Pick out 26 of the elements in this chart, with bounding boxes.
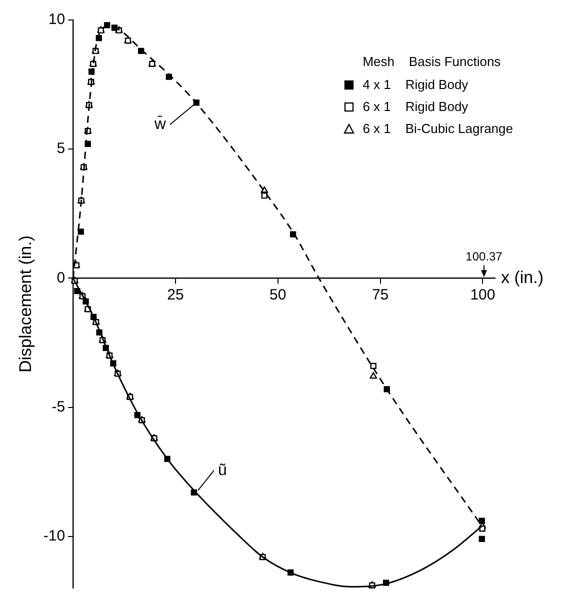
point xyxy=(111,24,118,31)
y-tick-label: -10 xyxy=(43,528,66,545)
point xyxy=(370,362,376,370)
x-tick-label: 75 xyxy=(372,286,389,304)
point xyxy=(78,228,84,235)
y-tick-label: -5 xyxy=(52,398,66,416)
y-tick-label: 0 xyxy=(56,269,66,286)
point xyxy=(290,231,296,238)
x-tick-label: 25 xyxy=(167,286,184,304)
y-axis-title: Displacement (in.) xyxy=(16,236,35,372)
legend-title: Mesh Basis Functions xyxy=(362,54,502,69)
point xyxy=(478,536,485,542)
y-tick-label: 5 xyxy=(56,140,66,158)
y-tick-label: 10 xyxy=(48,11,66,28)
point xyxy=(261,192,268,199)
legend-label: 6 x 1 Rigid Body xyxy=(362,99,468,114)
series-label: w̄ xyxy=(153,116,166,134)
x-tick-label: 50 xyxy=(270,286,286,304)
point xyxy=(370,372,377,379)
x-tick-label: 100 xyxy=(470,286,496,304)
point xyxy=(478,518,485,524)
legend-label: ũ xyxy=(218,462,227,479)
legend-label: 6 x 1 Bi-Cubic Lagrange xyxy=(362,121,513,136)
x-axis-title: x (in.) xyxy=(501,268,544,287)
annotation: 100.37 xyxy=(466,249,503,264)
legend-label: 4 x 1 Rigid Body xyxy=(362,77,468,92)
